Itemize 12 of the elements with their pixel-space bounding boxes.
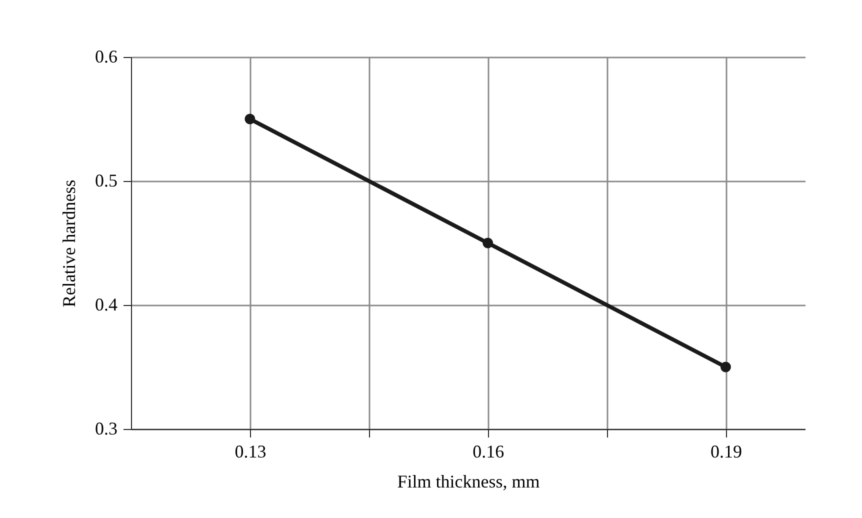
y-tick-label: 0.5 (95, 170, 118, 190)
y-tick-label: 0.6 (95, 46, 118, 66)
point (244, 114, 256, 124)
x-axis-title: Film thickness, mm (397, 472, 540, 492)
x-tick-label: 0.13 (234, 442, 266, 462)
point (482, 238, 494, 248)
point (720, 362, 731, 372)
y-axis-title: Relative hardness (59, 180, 79, 308)
y-tick-label: 0.4 (95, 294, 118, 314)
y-tick-label: 0.3 (95, 418, 118, 438)
x-tick-label: 0.19 (710, 442, 742, 462)
x-tick-label: 0.16 (472, 442, 504, 462)
